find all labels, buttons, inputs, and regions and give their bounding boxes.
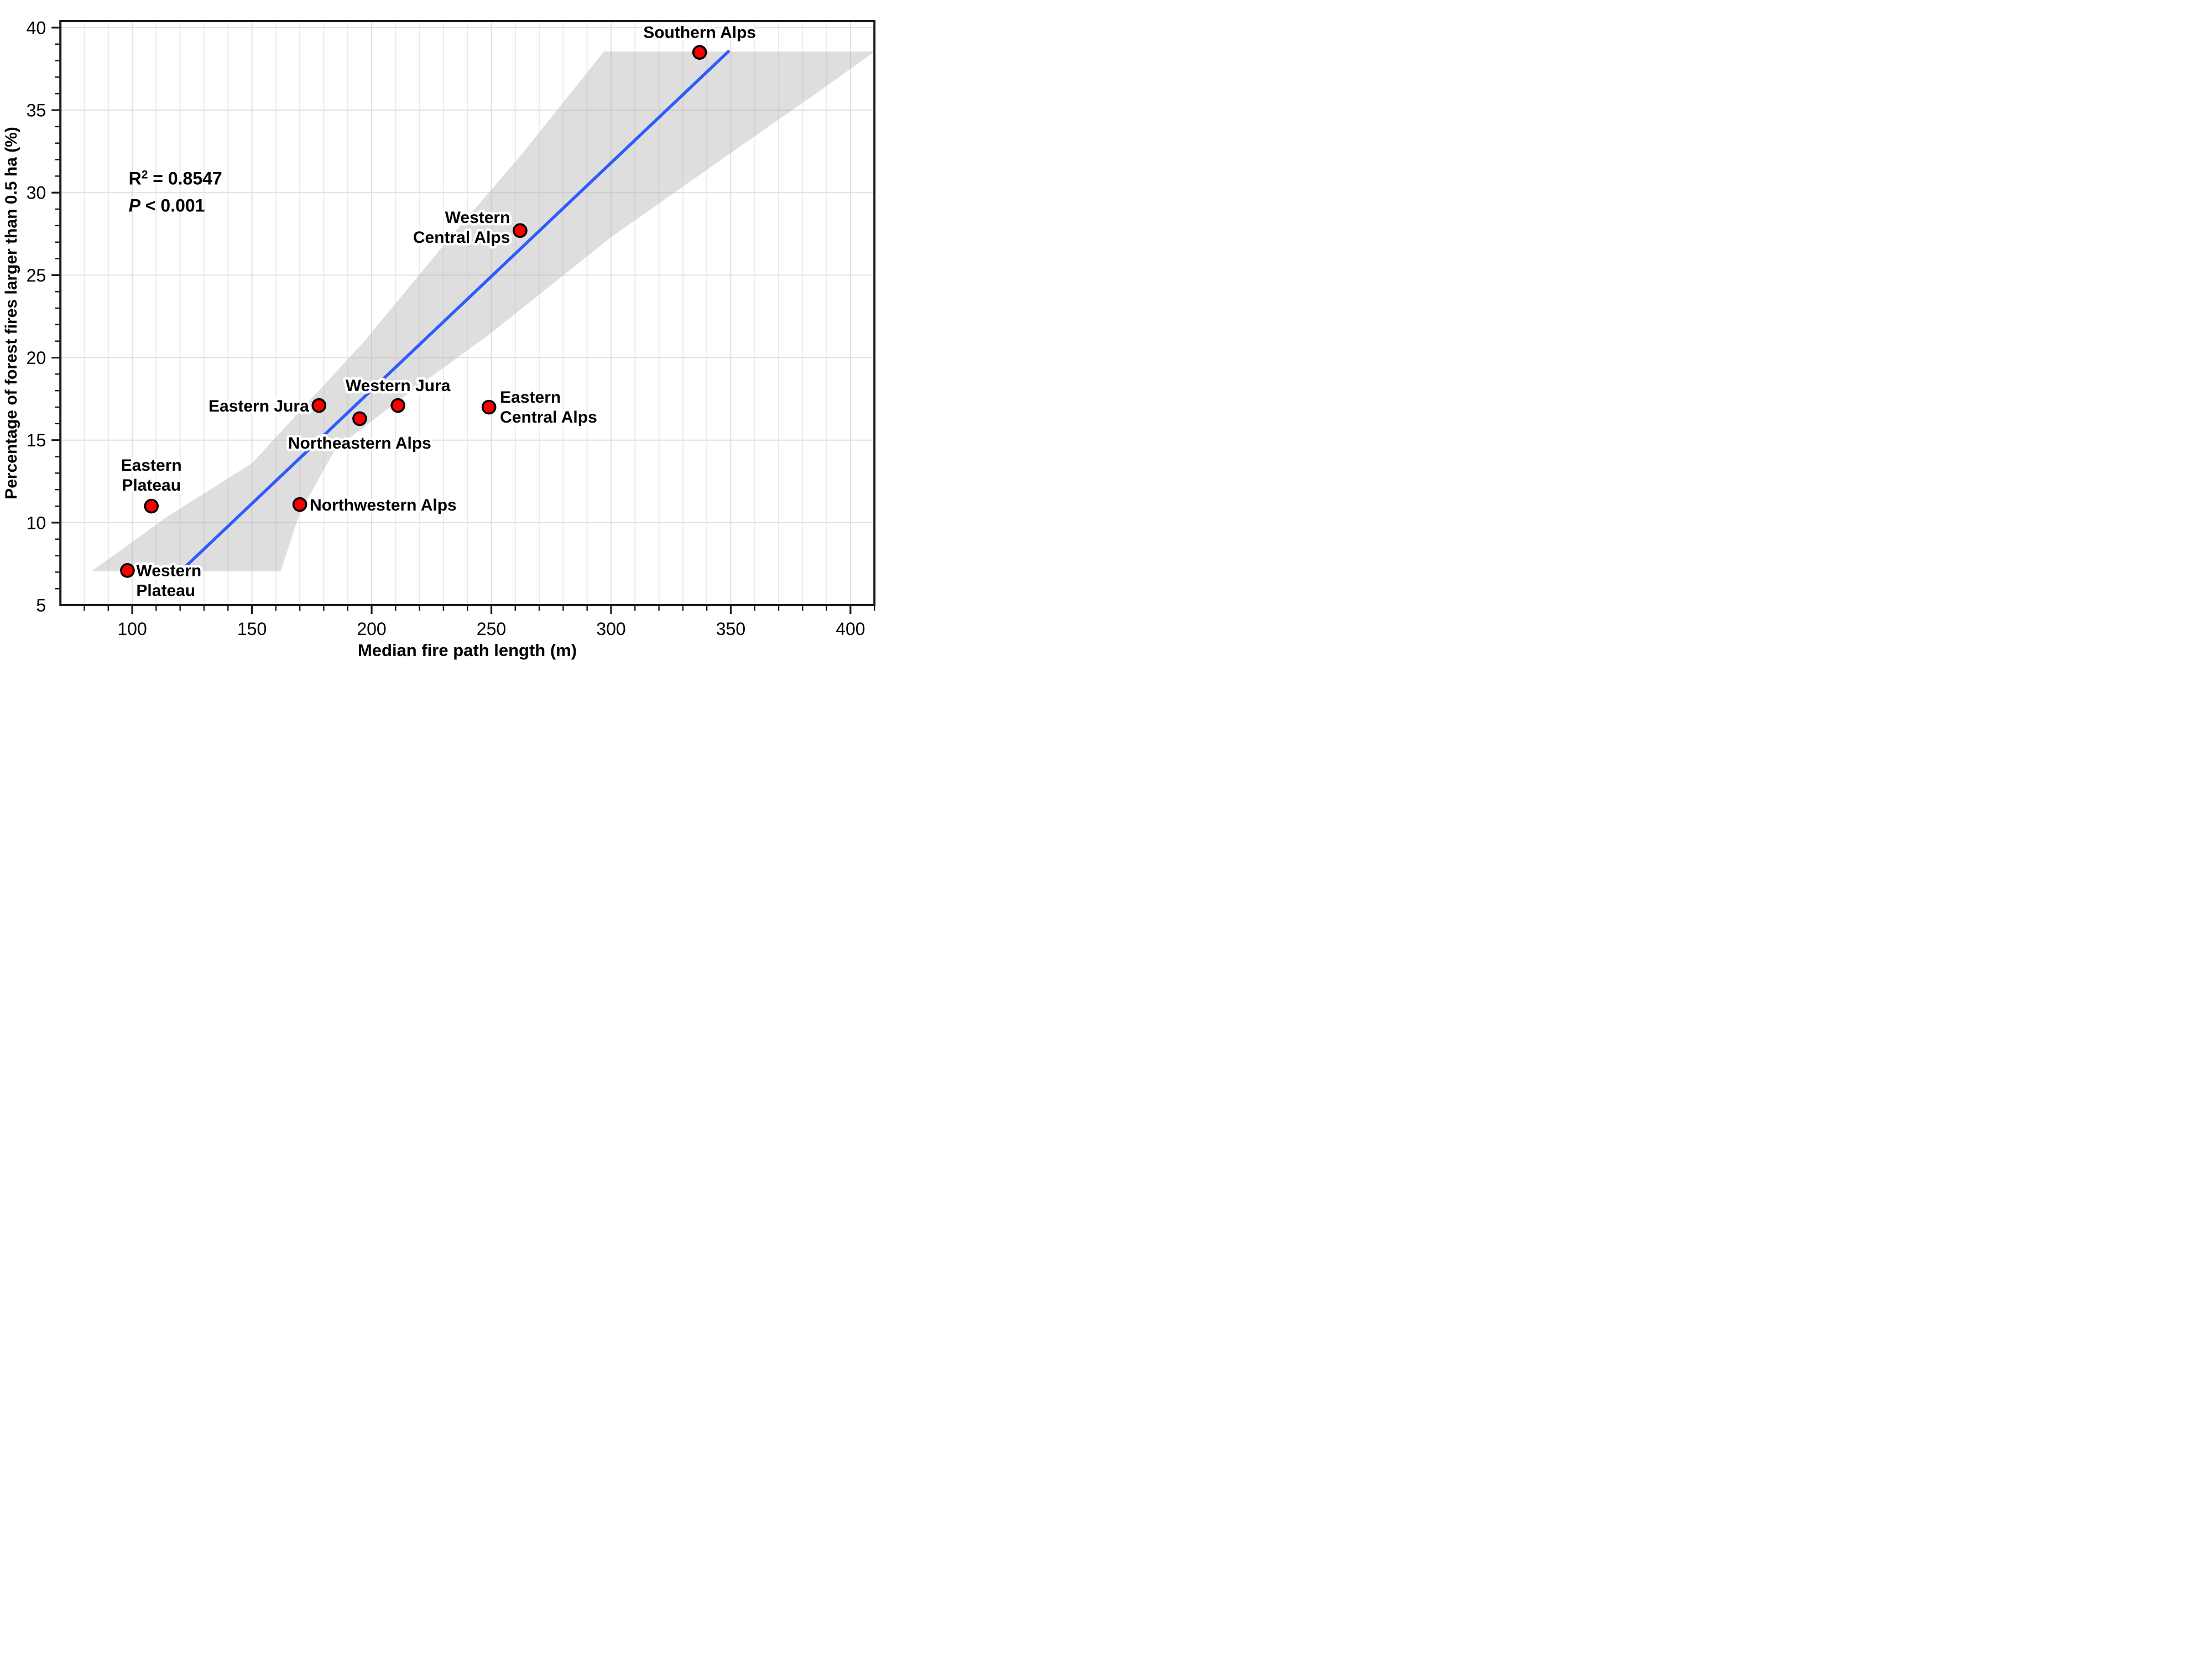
fire-path-scatter-chart: 100 150 200 250 300 350 400 5 10 15 20 25 30 35 40 Wes… bbox=[2, 18, 876, 660]
point-western-plateau bbox=[120, 563, 135, 578]
label-eastern-plateau-line1: Eastern bbox=[121, 456, 182, 475]
stats-annotation: R2 = 0.8547 P < 0.001 bbox=[129, 168, 222, 215]
axes: 100 150 200 250 300 350 400 5 10 15 20 25 30 35 40 bbox=[27, 18, 876, 639]
label-eastern-central-alps-line1: Eastern bbox=[500, 388, 561, 407]
x-tick-label-100: 100 bbox=[117, 619, 147, 639]
y-tick-label-30: 30 bbox=[27, 183, 46, 203]
data-points bbox=[120, 45, 707, 578]
label-western-plateau-line1: Western bbox=[136, 561, 201, 580]
p-value-annotation: P < 0.001 bbox=[129, 196, 205, 216]
label-western-central-alps-line1: Western bbox=[445, 209, 510, 227]
label-western-jura: Western Jura bbox=[346, 377, 451, 395]
label-northeastern-alps: Northeastern Alps bbox=[288, 434, 431, 452]
x-tick-label-400: 400 bbox=[836, 619, 865, 639]
point-northwestern-alps bbox=[292, 497, 307, 512]
label-southern-alps: Southern Alps bbox=[643, 24, 756, 42]
y-tick-label-40: 40 bbox=[27, 18, 46, 38]
r-squared-annotation: R2 = 0.8547 bbox=[129, 168, 222, 188]
scatter-plot-figure: 100 150 200 250 300 350 400 5 10 15 20 25 30 35 40 Wes… bbox=[0, 0, 885, 662]
point-eastern-jura bbox=[311, 398, 327, 413]
x-tick-label-150: 150 bbox=[237, 619, 267, 639]
point-labels: WesternPlateauEasternPlateauNorthwestern… bbox=[118, 21, 758, 602]
point-western-central-alps bbox=[513, 223, 528, 238]
y-tick-label-25: 25 bbox=[27, 266, 46, 285]
x-tick-label-350: 350 bbox=[716, 619, 745, 639]
x-axis-title: Median fire path length (m) bbox=[358, 641, 577, 660]
y-axis-title: Percentage of forest fires larger than 0… bbox=[2, 127, 20, 499]
regression-line bbox=[183, 50, 730, 569]
point-eastern-central-alps bbox=[481, 399, 497, 415]
y-tick-label-35: 35 bbox=[27, 101, 46, 121]
label-western-central-alps-line2: Central Alps bbox=[413, 228, 510, 247]
y-tick-label-5: 5 bbox=[36, 596, 46, 616]
confidence-band bbox=[91, 51, 875, 571]
point-western-jura bbox=[390, 398, 405, 413]
y-tick-label-10: 10 bbox=[27, 513, 46, 533]
gridlines bbox=[60, 21, 875, 606]
point-eastern-plateau bbox=[144, 498, 159, 514]
point-northeastern-alps bbox=[352, 411, 367, 426]
label-eastern-jura: Eastern Jura bbox=[208, 397, 309, 415]
point-southern-alps bbox=[692, 45, 707, 60]
x-tick-label-300: 300 bbox=[596, 619, 625, 639]
y-tick-label-20: 20 bbox=[27, 348, 46, 368]
y-tick-label-15: 15 bbox=[27, 430, 46, 450]
regression-line-layer bbox=[183, 50, 730, 569]
label-western-plateau-line2: Plateau bbox=[136, 581, 195, 600]
label-eastern-central-alps-line2: Central Alps bbox=[500, 408, 597, 426]
confidence-band-layer bbox=[91, 51, 875, 571]
label-eastern-plateau-line2: Plateau bbox=[122, 476, 181, 495]
label-northwestern-alps: Northwestern Alps bbox=[310, 496, 457, 514]
x-tick-label-200: 200 bbox=[357, 619, 386, 639]
x-tick-label-250: 250 bbox=[477, 619, 506, 639]
